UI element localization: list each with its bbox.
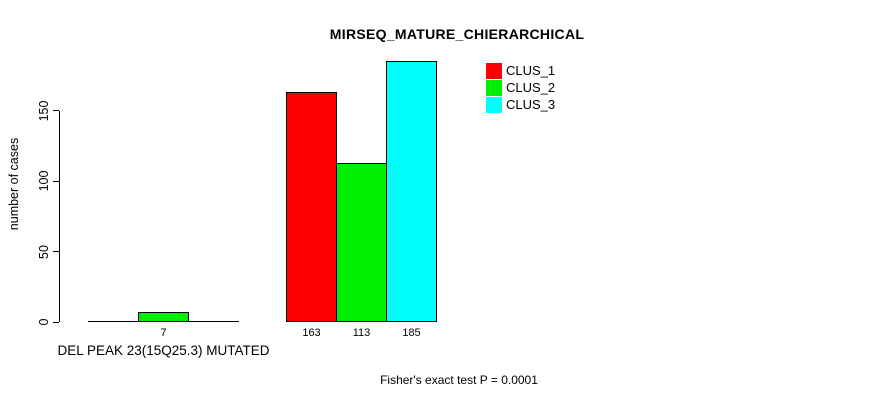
y-tick-label: 50	[37, 244, 51, 259]
y-tick-mark	[53, 110, 59, 111]
y-tick-mark	[53, 251, 59, 252]
bar-clus_2	[138, 312, 189, 322]
bar-value-label: 7	[160, 327, 167, 339]
chart-title: MIRSEQ_MATURE_CHIERARCHICAL	[329, 26, 585, 42]
y-tick-label: 150	[37, 100, 51, 121]
bar-value-label: 185	[402, 327, 421, 339]
bar-value-label: 163	[302, 327, 321, 339]
legend-swatch-clus_1	[486, 63, 502, 79]
legend-label-clus_1: CLUS_1	[506, 63, 556, 78]
y-tick-mark	[53, 321, 59, 323]
bar-clus_2	[336, 162, 387, 322]
legend-label-clus_3: CLUS_3	[506, 97, 556, 112]
annotation-text: Fisher's exact test P = 0.0001	[380, 373, 538, 387]
bar-clus_3	[386, 61, 437, 322]
legend-swatch-clus_3	[486, 97, 502, 113]
legend-label-clus_2: CLUS_2	[506, 80, 556, 95]
y-axis-title: number of cases	[7, 137, 21, 231]
bar-value-label: 113	[352, 327, 371, 339]
y-tick-label: 100	[37, 170, 51, 192]
x-category-label: DEL PEAK 23(15Q25.3) MUTATED	[57, 343, 270, 358]
bar-clus_1	[286, 92, 337, 322]
y-tick-label: 0	[37, 318, 51, 326]
y-axis-line	[59, 110, 60, 322]
legend-swatch-clus_2	[486, 80, 502, 96]
y-tick-mark	[53, 180, 59, 182]
